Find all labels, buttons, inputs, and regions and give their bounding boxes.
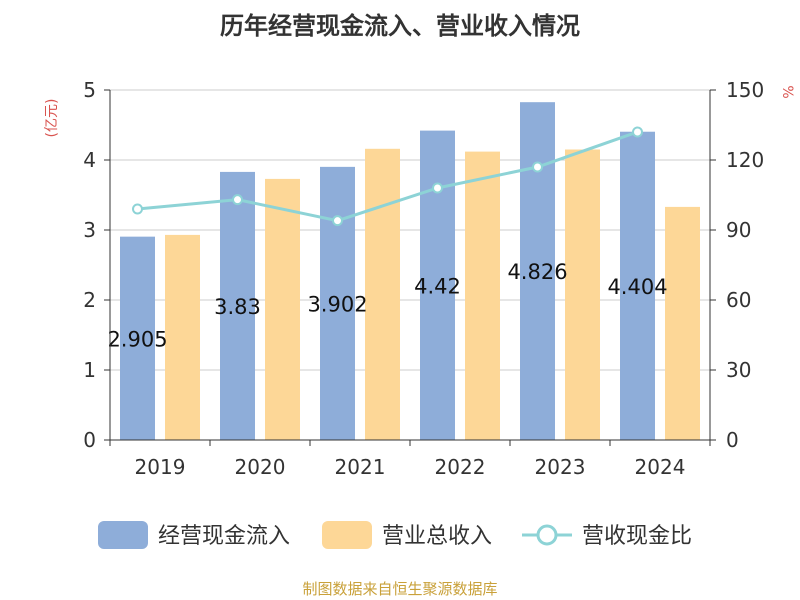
line-point-2024 xyxy=(632,126,643,138)
y-left-unit: (亿元) xyxy=(44,99,60,138)
axes: 0 1 2 3 4 5 0 30 60 90 120 150 2019 2020 2021 2022 2023 2… xyxy=(83,78,764,479)
bar-0-2021 xyxy=(320,166,355,441)
bar-1-2022 xyxy=(465,151,500,440)
y-left-tick-label: 4 xyxy=(83,148,96,172)
line-path xyxy=(137,130,638,223)
line-point-2022 xyxy=(432,182,443,194)
data-label-2020: 3.83 xyxy=(214,295,261,319)
y-right-tick-label: 60 xyxy=(726,288,751,312)
line-series xyxy=(132,126,643,227)
bar-1-2023 xyxy=(565,149,600,440)
y-left-tick-label: 3 xyxy=(83,218,96,242)
data-label-2024: 4.404 xyxy=(607,275,667,299)
line-point-2023 xyxy=(532,161,543,173)
legend-label-2: 营收现金比 xyxy=(582,524,692,549)
y-left-tick-label: 1 xyxy=(83,358,96,382)
y-right-tick-label: 120 xyxy=(726,148,764,172)
grid-lines xyxy=(110,89,710,371)
y-right-tick-label: 90 xyxy=(726,218,751,242)
x-tick-label: 2022 xyxy=(435,455,486,479)
line-point-2021 xyxy=(332,215,343,227)
bar-0-2023 xyxy=(520,102,555,441)
y-right-tick-label: 150 xyxy=(726,78,764,102)
y-right-unit: % xyxy=(779,85,795,98)
x-tick-label: 2021 xyxy=(335,455,386,479)
bar-0-2024 xyxy=(620,131,655,440)
x-tick-label: 2020 xyxy=(235,455,286,479)
legend-label-0: 经营现金流入 xyxy=(158,524,290,549)
bar-0-2019 xyxy=(120,236,155,440)
x-tick-label: 2019 xyxy=(135,455,186,479)
y-right-tick-label: 30 xyxy=(726,358,751,382)
data-label-2023: 4.826 xyxy=(507,260,567,284)
bar-1-2020 xyxy=(265,178,300,440)
x-tick-label: 2024 xyxy=(635,455,686,479)
data-label-2022: 4.42 xyxy=(414,274,461,298)
x-tick-label: 2023 xyxy=(535,455,586,479)
line-point-2020 xyxy=(232,194,243,206)
source-note: 制图数据来自恒生聚源数据库 xyxy=(302,580,498,598)
bar-1-2021 xyxy=(365,148,400,441)
y-left-tick-label: 0 xyxy=(83,428,96,452)
bar-0-2022 xyxy=(420,130,455,440)
line-point-2019 xyxy=(132,203,143,215)
bar-1-2019 xyxy=(165,234,200,440)
chart-title: 历年经营现金流入、营业收入情况 xyxy=(220,12,580,40)
bar-0-2020 xyxy=(220,171,255,440)
y-right-tick-label: 0 xyxy=(726,428,739,452)
legend-marker-2 xyxy=(536,524,558,546)
y-left-tick-label: 5 xyxy=(83,78,96,102)
data-label-2019: 2.905 xyxy=(107,327,167,351)
bar-series xyxy=(120,102,700,441)
bar-1-2024 xyxy=(665,206,700,440)
data-labels: 2.905 3.83 3.902 4.42 4.826 4.404 xyxy=(107,260,667,351)
legend-label-1: 营业总收入 xyxy=(382,524,492,549)
legend: 经营现金流入 营业总收入 营收现金比 xyxy=(98,521,692,549)
legend-swatch-0 xyxy=(98,521,148,549)
data-label-2021: 3.902 xyxy=(307,292,367,316)
legend-swatch-1 xyxy=(322,521,372,549)
y-left-tick-label: 2 xyxy=(83,288,96,312)
